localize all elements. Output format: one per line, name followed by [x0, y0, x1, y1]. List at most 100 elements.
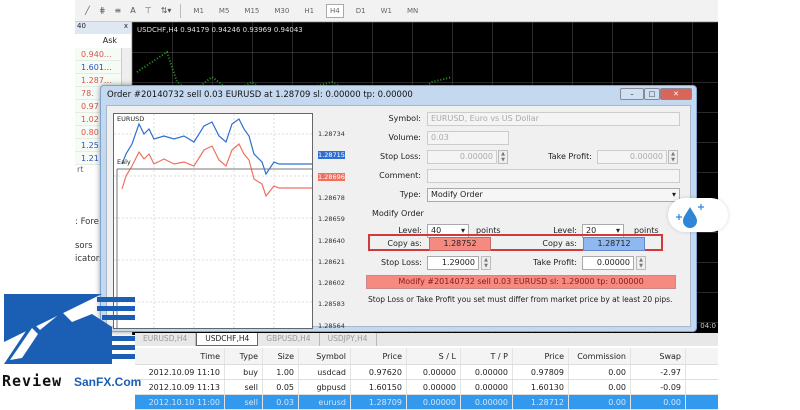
table-cell: 1.28709 [351, 395, 407, 409]
type-label: Type: [399, 190, 421, 199]
level-right-value: 20 [586, 226, 597, 235]
column-header[interactable]: S / L [407, 348, 461, 364]
type-select[interactable]: Modify Order ▾ [427, 188, 680, 202]
table-row[interactable]: 2012.10.09 11:13 sell 0.05 gbpusd 1.60150 0.0… [135, 380, 718, 395]
axis-tick-label: 1.28602 [318, 279, 345, 288]
copy-sl-button[interactable]: 1.28752 [429, 237, 491, 251]
tab-gbpusd[interactable]: GBPUSD,H4 [258, 333, 320, 346]
volume-select[interactable]: 0.03 [427, 131, 509, 145]
chevron-down-icon: ▾ [671, 190, 676, 199]
copy-as-label: Copy as: [542, 239, 577, 248]
take-profit-label: Take Profit: [548, 152, 592, 161]
table-cell: 2012.10.09 11:10 [135, 365, 225, 379]
entry-label: Ealy [117, 158, 131, 166]
table-cell: 0.00000 [407, 395, 461, 409]
text-icon[interactable]: A [130, 6, 136, 15]
table-cell: gbpusd [299, 380, 351, 394]
axis-tick-label: 1.28659 [318, 215, 345, 224]
table-row[interactable]: 2012.10.10 11:00 sell 0.03 eurusd 1.28709 0.0… [135, 395, 718, 410]
label-icon[interactable]: ⊤ [144, 6, 152, 15]
tp-label: Take Profit: [533, 258, 577, 267]
dialog-title: Order #20140732 sell 0.03 EURUSD at 1.28… [107, 90, 413, 100]
market-watch-row[interactable]: 1.601... [75, 61, 131, 74]
timeframe-d1[interactable]: D1 [355, 6, 366, 15]
ask-column-header[interactable]: Ask [102, 36, 117, 45]
navigator-item[interactable]: : Fore [75, 217, 99, 227]
water-drop-badge[interactable] [668, 198, 728, 232]
take-profit-spinner[interactable]: ▲ ▼ [668, 150, 678, 164]
column-header[interactable]: Price [351, 348, 407, 364]
type-value: Modify Order [431, 190, 483, 199]
price-axis: 1.28734 1.28715 1.28696 1.28678 1.28659 1.286… [315, 113, 353, 330]
take-profit-input[interactable]: 0.00000 [597, 150, 667, 164]
column-header[interactable]: T / P [461, 348, 513, 364]
sl-spinner[interactable]: ▲ ▼ [481, 256, 491, 270]
fibonacci-icon[interactable]: ⋕ [98, 6, 106, 15]
copy-as-highlight [368, 234, 663, 251]
column-header[interactable]: Commission [569, 348, 631, 364]
column-header[interactable]: Type [225, 348, 263, 364]
sl-label: Stop Loss: [381, 258, 422, 267]
close-icon[interactable]: x [123, 22, 128, 30]
symbol-select[interactable]: EURUSD, Euro vs US Dollar [427, 112, 680, 126]
timeframe-m15[interactable]: M15 [244, 6, 260, 15]
tp-input[interactable]: 0.00000 [582, 256, 634, 270]
timeframe-m30[interactable]: M30 [274, 6, 290, 15]
tab-eurusd[interactable]: EURUSD,H4 [135, 333, 197, 346]
column-header[interactable]: Time [135, 348, 225, 364]
tab-usdchf[interactable]: USDCHF,H4 [196, 333, 259, 346]
line-icon[interactable]: ╱ [85, 6, 90, 15]
axis-tick-label: 1.28715 [318, 151, 345, 160]
stop-loss-spinner[interactable]: ▲ ▼ [498, 150, 508, 164]
timeframe-h1[interactable]: H1 [304, 6, 315, 15]
points-label: points [476, 226, 501, 235]
table-cell: 0.03 [263, 395, 299, 409]
timeframe-h4[interactable]: H4 [326, 3, 344, 18]
column-header[interactable]: Symbol [299, 348, 351, 364]
table-cell: eurusd [299, 395, 351, 409]
mountain-logo [4, 294, 135, 364]
table-cell: 0.00 [569, 365, 631, 379]
tab-usdjpy[interactable]: USDJPY,H4 [320, 333, 377, 346]
maximize-button[interactable]: □ [644, 88, 660, 100]
time-label: 04:0 [700, 322, 716, 330]
table-cell: 0.00000 [407, 380, 461, 394]
level-label: Level: [553, 226, 577, 235]
table-cell: buy [225, 365, 263, 379]
logo-text-review: Review [2, 372, 63, 390]
minimize-button[interactable]: – [620, 88, 644, 100]
table-cell: usdcad [299, 365, 351, 379]
sl-input[interactable]: 1.29000 [427, 256, 479, 270]
column-header[interactable]: Price [513, 348, 569, 364]
navigator-item[interactable]: icators [75, 254, 104, 264]
modify-button[interactable]: Modify #20140732 sell 0.03 EURUSD sl: 1.… [366, 275, 676, 289]
timeframe-m5[interactable]: M5 [218, 6, 230, 15]
panel-tab[interactable]: rt [77, 165, 84, 174]
axis-tick-label: 1.28696 [318, 172, 345, 181]
navigator-item[interactable]: sors [75, 241, 93, 251]
column-header[interactable]: Size [263, 348, 299, 364]
close-button[interactable]: ✕ [660, 88, 692, 100]
table-cell: 1.60150 [351, 380, 407, 394]
channel-icon[interactable]: ≡ [114, 6, 122, 15]
level-label: Level: [398, 226, 422, 235]
copy-tp-button[interactable]: 1.28712 [583, 237, 645, 251]
timeframe-w1[interactable]: W1 [380, 6, 392, 15]
timeframe-m1[interactable]: M1 [193, 6, 204, 15]
arrows-icon[interactable]: ⇅▾ [160, 6, 172, 15]
table-cell: 0.97620 [351, 365, 407, 379]
table-row[interactable]: 2012.10.09 11:10 buy 1.00 usdcad 0.97620 0.00… [135, 365, 718, 380]
bid-line [121, 118, 312, 176]
column-header[interactable]: Swap [631, 348, 686, 364]
market-watch-row[interactable]: 0.940... [75, 48, 131, 61]
timeframe-mn[interactable]: MN [406, 6, 419, 15]
level-left-value: 40 [431, 226, 442, 235]
copy-as-label: Copy as: [387, 239, 422, 248]
tp-spinner[interactable]: ▲ ▼ [636, 256, 646, 270]
table-cell: 1.00 [263, 365, 299, 379]
axis-tick-label: 1.28734 [318, 130, 345, 138]
chart-tabs: EURUSD,H4 USDCHF,H4 GBPUSD,H4 USDJPY,H4 [135, 333, 718, 346]
stop-loss-input[interactable]: 0.00000 [427, 150, 497, 164]
comment-input[interactable] [427, 169, 680, 183]
